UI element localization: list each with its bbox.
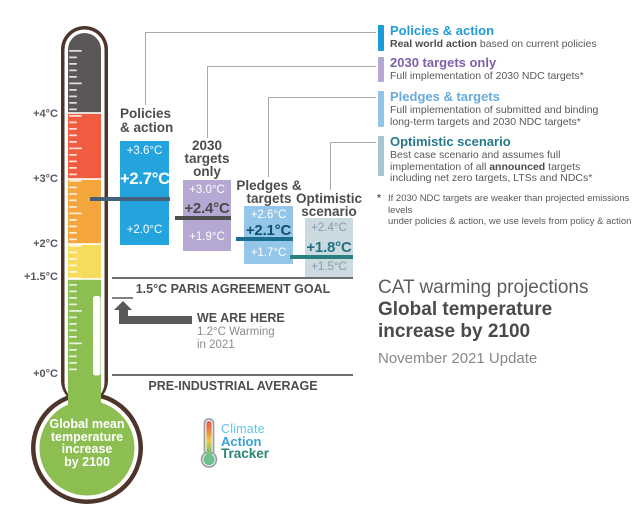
footnote-text: If 2030 NDC targets are weaker than proj…: [388, 193, 632, 227]
scale-label-2c: +2°C: [33, 238, 58, 250]
we-are-here-arrow-bar: [119, 316, 192, 324]
bar-central-value: +2.1°C: [245, 222, 292, 239]
legend-chip-pledges-targets: [378, 91, 384, 127]
we-are-here-arrow-shaft: [119, 309, 128, 317]
cat-logo-thermometer-icon: [200, 418, 218, 468]
bar-policies-action: +3.6°C +2.7°C +2.0°C: [120, 141, 170, 245]
connector-optimistic-horizontal: [330, 142, 376, 143]
bar-low-value: +2.0°C: [126, 224, 163, 236]
bar-high-value: +3.0°C: [189, 184, 225, 196]
bar-optimistic: +2.4°C +1.8°C +1.5°C: [305, 218, 353, 277]
preindustrial-line: [112, 374, 353, 376]
bar-high-value: +2.4°C: [311, 222, 347, 234]
chart-title: CAT warming projections: [378, 277, 589, 298]
central-line-pledges-targets: [236, 237, 293, 241]
thermometer-temperature-segments: [68, 33, 101, 431]
bar-high-value: +3.6°C: [126, 145, 163, 157]
bar-label-2030-targets: 2030 targets only: [184, 138, 230, 179]
legend-title: 2030 targets only: [390, 55, 497, 70]
bar-low-value: +1.9°C: [189, 231, 225, 243]
current-warming-label: 1.2°C Warming: [197, 326, 275, 338]
we-are-here-label: WE ARE HERE: [197, 311, 285, 325]
bar-low-value: +1.5°C: [311, 261, 347, 273]
connector-policies-vertical: [145, 32, 146, 105]
paris-goal-label: 1.5°C PARIS AGREEMENT GOAL: [135, 282, 331, 296]
logo-text-climate: Climate: [221, 422, 265, 436]
connector-2030-horizontal: [207, 66, 376, 67]
legend-item-2030-targets: 2030 targets only Full implementation of…: [390, 56, 642, 83]
legend-title: Pledges & targets: [390, 89, 500, 104]
legend-description: Full implementation of 2030 NDC targets*: [390, 70, 584, 82]
legend-item-optimistic: Optimistic scenario Best case scenario a…: [390, 135, 642, 185]
segment-1p5-2c: [68, 244, 101, 279]
bar-2030-targets: +3.0°C +2.4°C +1.9°C: [183, 180, 231, 251]
bar-label-pledges-targets: Pledges & targets: [236, 178, 302, 206]
legend-chip-2030-targets: [378, 57, 384, 82]
connector-optimistic-vertical: [330, 142, 331, 190]
connector-2030-vertical: [207, 66, 208, 138]
legend-chip-optimistic: [378, 136, 384, 176]
legend-title: Policies & action: [390, 23, 495, 38]
footnote-asterisk: *: [377, 193, 381, 204]
preindustrial-label: PRE-INDUSTRIAL AVERAGE: [148, 379, 318, 393]
segment-2-3c: [68, 179, 101, 244]
legend-item-pledges-targets: Pledges & targets Full implementation of…: [390, 90, 642, 128]
connector-policies-horizontal: [145, 32, 376, 33]
legend-item-policies-action: Policies & action Real world action base…: [390, 24, 642, 51]
bar-central-value: +2.7°C: [120, 170, 170, 188]
central-line-optimistic: [290, 255, 353, 259]
current-year-label: in 2021: [197, 339, 235, 351]
central-line-policies-action: [90, 197, 170, 201]
logo-text-tracker: Tracker: [221, 446, 270, 461]
bar-label-policies-action: Policies & action: [120, 106, 174, 135]
bar-central-value: +1.8°C: [306, 239, 352, 256]
bar-central-value: +2.4°C: [184, 200, 230, 217]
segment-above-4c: [68, 33, 101, 113]
connector-pledges-vertical: [268, 97, 269, 177]
bar-high-value: +2.6°C: [250, 209, 287, 221]
connector-pledges-horizontal: [268, 97, 376, 98]
bar-low-value: +1.7°C: [250, 247, 287, 259]
bulb-label: Global mean temperature increase by 2100: [49, 417, 125, 469]
current-warming-stripe: [93, 296, 101, 376]
bar-label-optimistic: Optimistic scenario: [296, 191, 363, 219]
thermometer-tick-marks: [69, 50, 82, 371]
scale-label-1p5c: +1.5°C: [23, 271, 58, 283]
thermometer-bulb-fill: [39, 400, 135, 496]
legend-chip-policies-action: [378, 25, 384, 51]
chart-title-bold: Global temperature increase by 2100: [378, 299, 553, 342]
scale-label-3c: +3°C: [33, 173, 58, 185]
central-line-2030-targets: [175, 216, 231, 220]
current-warming-tick: [112, 297, 133, 299]
legend-description: Full implementation of submitted and bin…: [390, 104, 599, 128]
we-are-here-arrow-icon: [114, 301, 132, 310]
chart-update-label: November 2021 Update: [378, 350, 538, 367]
legend-description: Best case scenario and assumes full impl…: [390, 149, 593, 184]
legend-title: Optimistic scenario: [390, 134, 511, 149]
thermometer-graphic: [31, 26, 143, 504]
paris-goal-line: [112, 277, 353, 279]
scale-label-0c: +0°C: [33, 368, 58, 380]
legend-description: Real world action based on current polic…: [390, 38, 597, 50]
scale-label-4c: +4°C: [33, 108, 58, 120]
logo-text-action: Action: [221, 434, 262, 449]
bar-pledges-targets: +2.6°C +2.1°C +1.7°C: [244, 206, 293, 264]
